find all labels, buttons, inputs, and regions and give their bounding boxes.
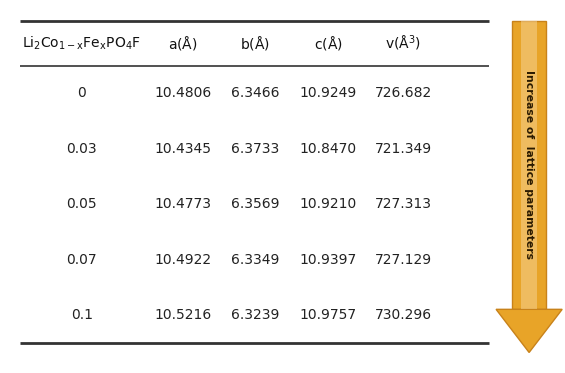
Polygon shape bbox=[496, 309, 562, 352]
Text: 0.03: 0.03 bbox=[67, 142, 97, 156]
Polygon shape bbox=[512, 21, 546, 309]
Text: 10.9397: 10.9397 bbox=[299, 253, 357, 267]
Text: 6.3466: 6.3466 bbox=[231, 87, 280, 100]
Text: 10.5216: 10.5216 bbox=[154, 308, 211, 322]
Text: $\mathrm{b(\AA)}$: $\mathrm{b(\AA)}$ bbox=[241, 34, 271, 52]
Text: $\mathrm{a(\AA)}$: $\mathrm{a(\AA)}$ bbox=[168, 34, 198, 52]
Text: 6.3733: 6.3733 bbox=[231, 142, 280, 156]
Text: 727.313: 727.313 bbox=[375, 197, 432, 211]
Text: 721.349: 721.349 bbox=[375, 142, 432, 156]
Text: $\mathrm{v(\AA^3)}$: $\mathrm{v(\AA^3)}$ bbox=[385, 34, 421, 53]
Text: Increase of  lattice parameters: Increase of lattice parameters bbox=[524, 70, 534, 260]
Text: 6.3349: 6.3349 bbox=[231, 253, 280, 267]
Text: 10.4922: 10.4922 bbox=[154, 253, 211, 267]
Text: 6.3569: 6.3569 bbox=[231, 197, 280, 211]
Text: 0.05: 0.05 bbox=[67, 197, 97, 211]
Text: $\mathrm{c(\AA)}$: $\mathrm{c(\AA)}$ bbox=[314, 34, 342, 52]
Text: 727.129: 727.129 bbox=[375, 253, 432, 267]
Text: 10.8470: 10.8470 bbox=[299, 142, 357, 156]
Text: 10.4806: 10.4806 bbox=[154, 87, 211, 100]
Text: 10.4773: 10.4773 bbox=[154, 197, 211, 211]
Polygon shape bbox=[521, 21, 537, 309]
Text: 6.3239: 6.3239 bbox=[231, 308, 280, 322]
Text: 0.1: 0.1 bbox=[71, 308, 93, 322]
Text: 0: 0 bbox=[77, 87, 86, 100]
Text: 10.9249: 10.9249 bbox=[299, 87, 357, 100]
Text: 10.9210: 10.9210 bbox=[299, 197, 357, 211]
Text: 0.07: 0.07 bbox=[67, 253, 97, 267]
Text: 726.682: 726.682 bbox=[375, 87, 432, 100]
Text: 730.296: 730.296 bbox=[375, 308, 432, 322]
Text: $\mathrm{Li_2Co_{1-x}Fe_xPO_4F}$: $\mathrm{Li_2Co_{1-x}Fe_xPO_4F}$ bbox=[23, 34, 141, 52]
Text: 10.9757: 10.9757 bbox=[299, 308, 357, 322]
Text: 10.4345: 10.4345 bbox=[154, 142, 211, 156]
